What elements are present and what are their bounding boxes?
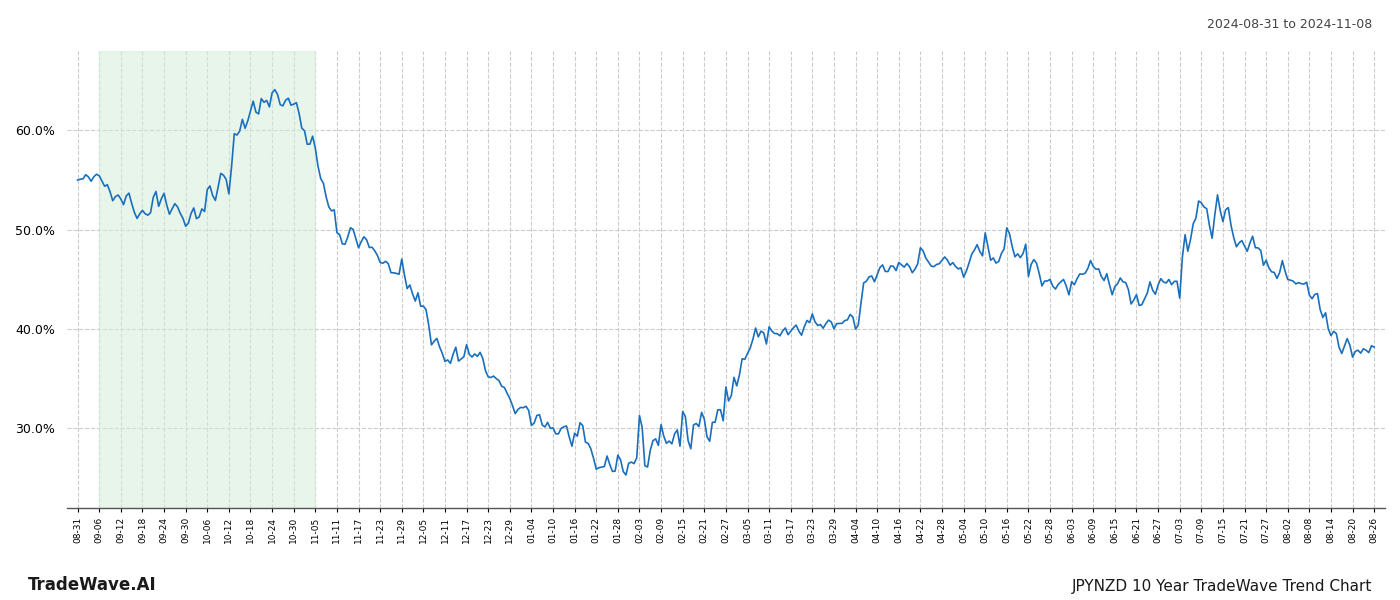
Text: 2024-08-31 to 2024-11-08: 2024-08-31 to 2024-11-08 bbox=[1207, 18, 1372, 31]
Bar bbox=[99, 51, 315, 508]
Text: TradeWave.AI: TradeWave.AI bbox=[28, 576, 157, 594]
Text: JPYNZD 10 Year TradeWave Trend Chart: JPYNZD 10 Year TradeWave Trend Chart bbox=[1071, 579, 1372, 594]
